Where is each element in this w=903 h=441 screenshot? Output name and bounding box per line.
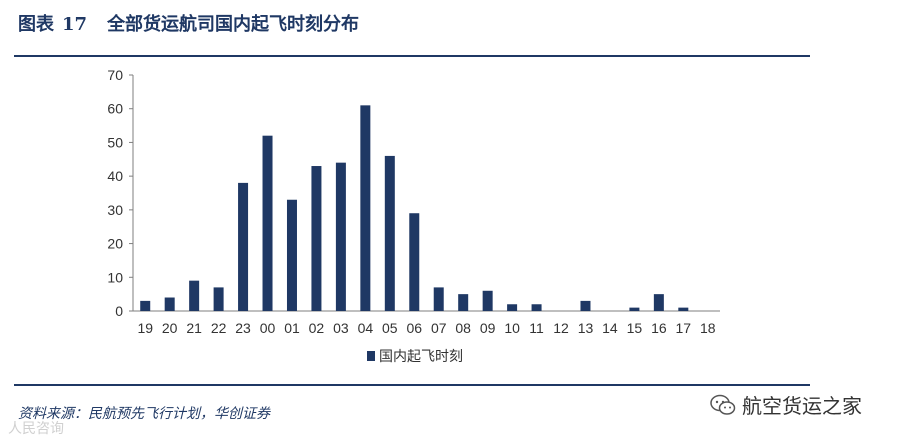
x-tick-label: 02 [309, 320, 325, 336]
bar [531, 304, 542, 311]
watermark: 人民咨询 [8, 421, 64, 437]
y-tick-label: 50 [107, 134, 123, 150]
figure-title: 图表 17 全部货运航司国内起飞时刻分布 [18, 10, 359, 36]
figure-label: 图表 [18, 14, 54, 35]
y-tick-label: 20 [107, 236, 123, 252]
x-tick-label: 23 [235, 320, 251, 336]
x-tick-label: 09 [480, 320, 496, 336]
bar [164, 297, 175, 311]
bar [629, 307, 640, 311]
y-tick-label: 70 [107, 67, 123, 83]
x-tick-label: 19 [137, 320, 153, 336]
source-note: 资料来源：民航预先飞行计划，华创证券 [18, 406, 270, 422]
x-tick-label: 11 [529, 320, 544, 336]
y-tick-label: 60 [107, 101, 123, 117]
y-tick-label: 30 [107, 202, 123, 218]
bar [213, 287, 224, 311]
bottom-rule [14, 384, 810, 386]
x-tick-label: 07 [431, 320, 447, 336]
bar [286, 199, 297, 311]
x-tick-label: 15 [627, 320, 643, 336]
x-tick-label: 20 [162, 320, 178, 336]
bar [311, 166, 322, 311]
x-tick-label: 14 [602, 320, 618, 336]
bar [409, 213, 420, 311]
x-tick-label: 03 [333, 320, 349, 336]
legend-swatch [367, 351, 375, 361]
bar [653, 294, 664, 311]
x-tick-label: 22 [211, 320, 227, 336]
wechat-icon [710, 394, 736, 415]
bar [678, 307, 689, 311]
bar [507, 304, 518, 311]
y-tick-label: 10 [107, 269, 123, 285]
bar [458, 294, 469, 311]
x-tick-label: 01 [284, 320, 300, 336]
bar [482, 290, 493, 311]
figure-number: 17 [62, 14, 88, 35]
bar [580, 300, 591, 311]
bar [335, 162, 346, 311]
x-tick-label: 18 [700, 320, 716, 336]
y-tick-label: 40 [107, 168, 123, 184]
figure-title-text: 全部货运航司国内起飞时刻分布 [107, 14, 360, 35]
x-tick-label: 06 [406, 320, 422, 336]
x-tick-label: 04 [358, 320, 374, 336]
bar [238, 182, 249, 311]
x-tick-label: 21 [186, 320, 202, 336]
x-tick-label: 08 [455, 320, 471, 336]
legend-label: 国内起飞时刻 [379, 348, 463, 364]
bar [189, 280, 200, 311]
bar [384, 155, 395, 311]
x-tick-label: 16 [651, 320, 667, 336]
bar [360, 105, 371, 311]
x-tick-label: 00 [260, 320, 276, 336]
bar [433, 287, 444, 311]
bar [140, 300, 151, 311]
x-tick-label: 17 [676, 320, 692, 336]
x-tick-label: 05 [382, 320, 398, 336]
x-tick-label: 12 [553, 320, 569, 336]
brand-badge: 航空货运之家 [710, 390, 862, 419]
brand-name: 航空货运之家 [742, 394, 862, 418]
top-rule [14, 55, 810, 57]
x-tick-label: 10 [504, 320, 520, 336]
y-tick-label: 0 [115, 303, 123, 319]
bar [262, 135, 273, 311]
x-tick-label: 13 [578, 320, 594, 336]
